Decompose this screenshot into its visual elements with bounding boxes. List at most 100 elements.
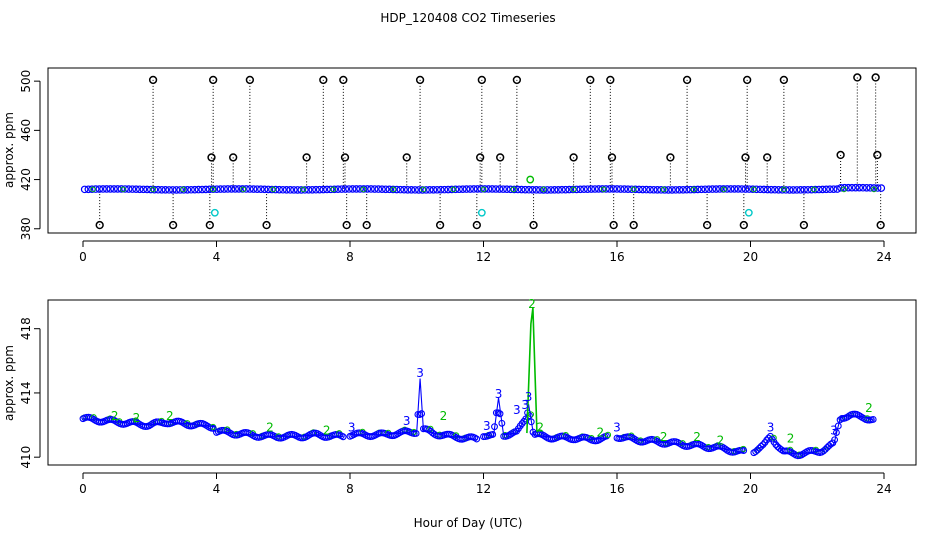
baseline-point — [862, 183, 871, 192]
spike-point — [472, 220, 481, 230]
baseline-point — [877, 184, 886, 192]
baseline-point — [451, 185, 460, 194]
baseline-point — [411, 186, 419, 194]
baseline-point — [866, 184, 875, 192]
baseline-point — [525, 185, 533, 194]
baseline-point — [187, 185, 195, 194]
timeseries-point — [418, 410, 426, 418]
baseline-point — [264, 185, 273, 194]
baseline-point — [279, 185, 287, 194]
baseline-point — [686, 185, 695, 194]
baseline-point — [205, 185, 214, 194]
baseline-point — [649, 185, 658, 194]
baseline-point — [536, 186, 544, 194]
baseline-point — [851, 183, 860, 192]
baseline-point — [727, 185, 735, 193]
bottom-y-tick-label: 410 — [19, 446, 33, 469]
spike-point — [168, 220, 178, 230]
baseline-point — [308, 185, 317, 194]
baseline-green-point — [120, 186, 126, 193]
timeseries-point — [772, 441, 780, 449]
top-x-tick-label: 24 — [876, 250, 891, 264]
baseline-point — [315, 185, 324, 194]
baseline-point — [576, 185, 585, 194]
spike-point — [606, 75, 615, 85]
baseline-point — [389, 185, 397, 194]
baseline-green-point — [660, 186, 667, 193]
top-panel: approx. ppm 0 4 8 12 16 20 24 380 420 460 500 — [2, 67, 917, 264]
baseline-point — [484, 185, 493, 193]
cyan-point — [526, 175, 535, 184]
baseline-point — [319, 185, 328, 194]
timeseries-point — [412, 430, 420, 437]
timeseries-green-point — [604, 431, 612, 438]
baseline-point — [216, 185, 225, 193]
spike-point — [148, 75, 158, 85]
baseline-point — [334, 185, 342, 194]
baseline-point — [440, 185, 449, 194]
baseline-point — [396, 185, 405, 194]
baseline-point — [554, 185, 563, 194]
spike-point — [302, 153, 311, 162]
point-label: 3 — [767, 420, 775, 434]
baseline-point — [213, 185, 221, 193]
spike-point — [666, 153, 675, 162]
spike-point — [339, 75, 348, 85]
baseline-point — [693, 185, 702, 194]
point-label: 2 — [536, 420, 544, 434]
baseline-point — [730, 185, 739, 193]
baseline-point — [503, 185, 511, 194]
baseline-point — [84, 185, 93, 194]
spike-point — [609, 220, 618, 230]
baseline-point — [561, 185, 570, 194]
baseline-point — [848, 183, 856, 192]
series-line — [526, 307, 538, 434]
baseline-point — [697, 185, 706, 194]
baseline-point — [348, 185, 357, 193]
baseline-point — [161, 186, 170, 194]
baseline-green-point — [871, 186, 877, 193]
point-label: 2 — [717, 433, 725, 447]
baseline-point — [800, 186, 809, 194]
baseline-point — [135, 185, 144, 194]
spike-point — [799, 220, 809, 230]
point-label: 2 — [111, 409, 119, 423]
baseline-point — [260, 185, 269, 194]
baseline-point — [627, 185, 636, 194]
baseline-point — [837, 183, 845, 192]
baseline-point — [249, 185, 258, 193]
baseline-point — [433, 185, 441, 194]
baseline-point — [492, 185, 500, 193]
baseline-point — [580, 185, 588, 194]
baseline-green-point — [750, 186, 757, 193]
baseline-point — [168, 186, 177, 194]
baseline-point — [242, 185, 251, 193]
baseline-point — [594, 185, 603, 193]
baseline-point — [844, 183, 853, 192]
top-ylabel: approx. ppm — [2, 112, 16, 188]
baseline-point — [209, 185, 217, 194]
chart-title: HDP_120408 CO2 Timeseries — [380, 11, 555, 25]
spike-point — [741, 153, 750, 162]
baseline-green-point — [540, 186, 547, 193]
baseline-point — [829, 185, 838, 193]
baseline-point — [609, 185, 618, 193]
baseline-point — [815, 185, 823, 194]
baseline-point — [385, 185, 394, 194]
point-label: 3 — [495, 387, 503, 401]
top-y-tick-label: 500 — [19, 70, 33, 93]
top-x-tick-label: 20 — [743, 250, 758, 264]
spike-point — [529, 220, 538, 230]
baseline-point — [583, 185, 592, 193]
timeseries-point — [759, 441, 767, 449]
point-label: 2 — [596, 425, 604, 439]
series-line — [753, 414, 875, 455]
baseline-point — [547, 186, 555, 194]
top-y-tick-label: 460 — [19, 119, 33, 142]
baseline-point — [110, 185, 118, 193]
baseline-point — [202, 185, 210, 194]
baseline-point — [481, 185, 489, 193]
baseline-point — [102, 185, 111, 193]
baseline-point — [495, 185, 504, 193]
baseline-point — [345, 185, 353, 193]
